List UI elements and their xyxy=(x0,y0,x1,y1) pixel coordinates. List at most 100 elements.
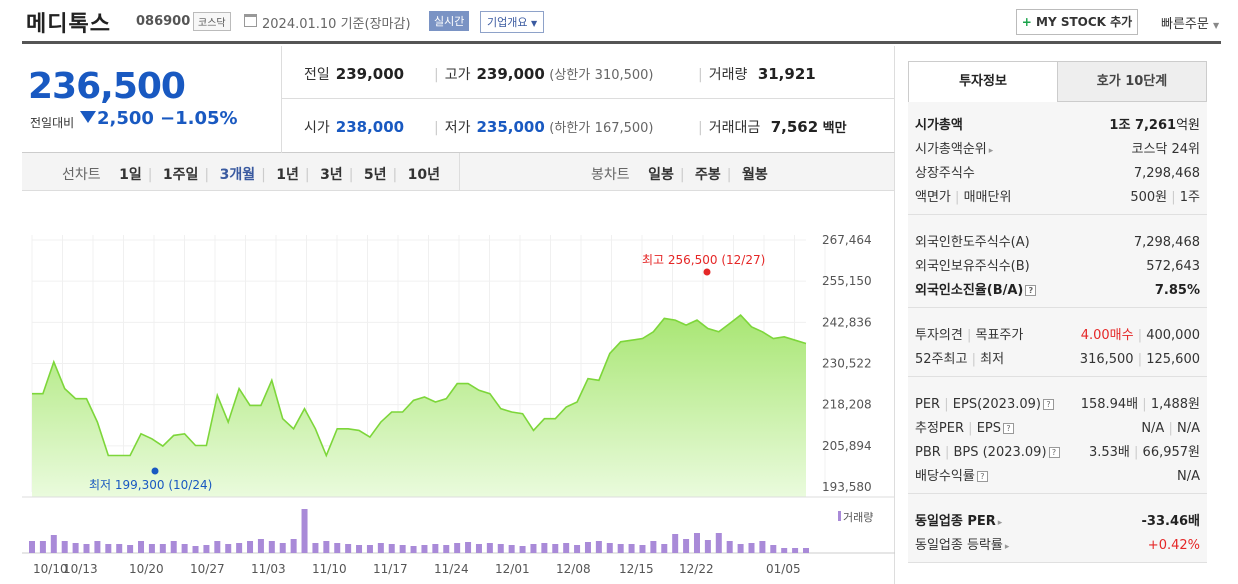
volume-bar xyxy=(584,542,591,553)
volume-bar xyxy=(192,546,199,553)
help-icon[interactable]: ? xyxy=(1025,285,1037,296)
market-cap-rank-row[interactable]: 시가총액순위 ▸ 코스닥 24위 xyxy=(915,142,1200,157)
par-value-row: 액면가 | 매매단위 500원 | 1주 xyxy=(915,190,1200,205)
volume-bar xyxy=(530,544,537,553)
volume-bar xyxy=(606,543,613,553)
candle-weekly[interactable]: 주봉 xyxy=(695,167,721,183)
volume-bar xyxy=(541,543,548,553)
help-icon[interactable]: ? xyxy=(1003,423,1014,434)
volume-bar xyxy=(704,540,711,553)
volume-bar xyxy=(356,545,363,553)
volume-legend-swatch xyxy=(838,511,841,521)
volume-bar xyxy=(748,543,755,553)
change-amount: 2,500 xyxy=(80,108,154,129)
high-marker xyxy=(703,268,711,276)
volume-legend-label: 거래량 xyxy=(843,511,873,524)
period-1w[interactable]: 1주일 xyxy=(162,167,199,183)
x-tick-label: 10/20 xyxy=(129,562,164,576)
foreign-hold-row: 외국인보유주식수(B) 572,643 xyxy=(915,259,1200,274)
volume-bar xyxy=(726,541,733,553)
x-tick-label: 11/24 xyxy=(434,562,469,576)
volume-bar xyxy=(181,544,188,553)
volume-bar xyxy=(715,533,722,553)
volume-bar xyxy=(61,541,68,553)
candle-chart-periods: 봉차트 일봉 | 주봉 | 월봉 xyxy=(591,167,768,183)
volume-bar xyxy=(301,509,308,553)
volume-bar xyxy=(672,534,679,553)
sector-change-row[interactable]: 동일업종 등락률 ▸ +0.42% xyxy=(915,538,1200,553)
pbr-bps-row: PBR | BPS (2023.09)? 3.53배 | 66,957원 xyxy=(915,445,1200,460)
y-tick-label: 218,208 xyxy=(822,398,872,412)
tab-investment-info[interactable]: 투자정보 xyxy=(908,61,1058,102)
change-label: 전일대비 xyxy=(30,116,75,130)
chevron-down-icon: ▼ xyxy=(530,19,538,28)
calendar-icon xyxy=(244,14,257,27)
volume-bar xyxy=(770,545,777,553)
x-tick-label: 12/15 xyxy=(619,562,654,576)
x-tick-label: 12/01 xyxy=(495,562,530,576)
tab-order-book[interactable]: 호가 10단계 xyxy=(1057,61,1207,102)
volume-bar xyxy=(72,543,79,553)
volume-bar xyxy=(83,544,90,553)
company-name: 메디톡스 xyxy=(26,12,111,37)
volume-bar xyxy=(454,543,461,553)
volume-bar xyxy=(50,535,57,553)
period-5y[interactable]: 5년 xyxy=(363,167,387,183)
x-tick-label: 01/05 xyxy=(766,562,801,576)
chevron-right-icon: ▸ xyxy=(997,518,1003,528)
volume-bar xyxy=(116,544,123,553)
plus-icon: + xyxy=(1021,15,1032,29)
realtime-badge[interactable]: 실시간 xyxy=(429,11,470,31)
high-price: | 고가 239,000 (상한가 310,500) xyxy=(434,65,654,83)
volume-bar xyxy=(595,541,602,553)
volume-bar xyxy=(105,544,112,553)
y-tick-label: 267,464 xyxy=(822,233,872,247)
sector-per-row[interactable]: 동일업종 PER ▸ -33.46배 xyxy=(915,514,1200,529)
volume-bar xyxy=(617,544,624,553)
volume-bar xyxy=(203,545,210,553)
x-tick-label: 10/27 xyxy=(190,562,225,576)
price-chart: 267,464 255,150 242,836 230,522 218,208 205,8… xyxy=(22,191,895,584)
volume-bar xyxy=(683,539,690,553)
volume-bar xyxy=(279,543,286,553)
volume-bar xyxy=(792,548,799,553)
company-overview-button[interactable]: 기업개요 ▼ xyxy=(480,11,545,33)
trade-amount: | 거래대금 7,562 백만 xyxy=(698,118,847,136)
volume-bar xyxy=(399,545,406,553)
period-1d[interactable]: 1일 xyxy=(119,167,142,183)
volume-bar xyxy=(334,543,341,553)
market-cap-row: 시가총액 1조 7,261억원 xyxy=(915,118,1200,133)
volume-bar xyxy=(661,544,668,553)
period-1y[interactable]: 1년 xyxy=(276,167,299,183)
volume-bar xyxy=(225,544,232,553)
quick-order-button[interactable]: 빠른주문 ▼ xyxy=(1161,17,1220,32)
help-icon[interactable]: ? xyxy=(1048,447,1060,458)
candle-daily[interactable]: 일봉 xyxy=(648,167,674,183)
volume-bar xyxy=(486,543,493,553)
volume-bar xyxy=(312,543,319,553)
volume-bar xyxy=(421,545,428,553)
volume-bar xyxy=(497,544,504,553)
volume-bar xyxy=(432,544,439,553)
help-icon[interactable]: ? xyxy=(1042,399,1054,410)
period-3y[interactable]: 3년 xyxy=(320,167,343,183)
volume-bar xyxy=(639,545,646,553)
volume-bar xyxy=(519,546,526,553)
foreign-ratio-row: 외국인소진율(B/A)? 7.85% xyxy=(915,283,1200,298)
dividend-row: 배당수익률? N/A xyxy=(915,469,1200,484)
candle-monthly[interactable]: 월봉 xyxy=(741,167,768,183)
volume-bar xyxy=(759,541,766,553)
volume-bar xyxy=(366,545,373,553)
period-10y[interactable]: 10년 xyxy=(407,167,441,183)
volume-bar xyxy=(138,541,145,553)
period-3m[interactable]: 3개월 xyxy=(219,167,256,183)
market-badge: 코스닥 xyxy=(193,12,231,31)
chart-period-bar: 선차트 1일 | 1주일 | 3개월 | 1년 | 3년 | 5년 | 10년 봉차트 일봉… xyxy=(22,153,895,191)
week52-row: 52주최고 | 최저 316,500 | 125,600 xyxy=(915,352,1200,367)
volume-bar xyxy=(803,548,809,553)
add-mystock-button[interactable]: + MY STOCK 추가 xyxy=(1016,9,1138,35)
volume-bar xyxy=(552,544,559,553)
volume-bar xyxy=(410,546,417,553)
help-icon[interactable]: ? xyxy=(976,471,988,482)
volume-bar xyxy=(127,545,134,553)
